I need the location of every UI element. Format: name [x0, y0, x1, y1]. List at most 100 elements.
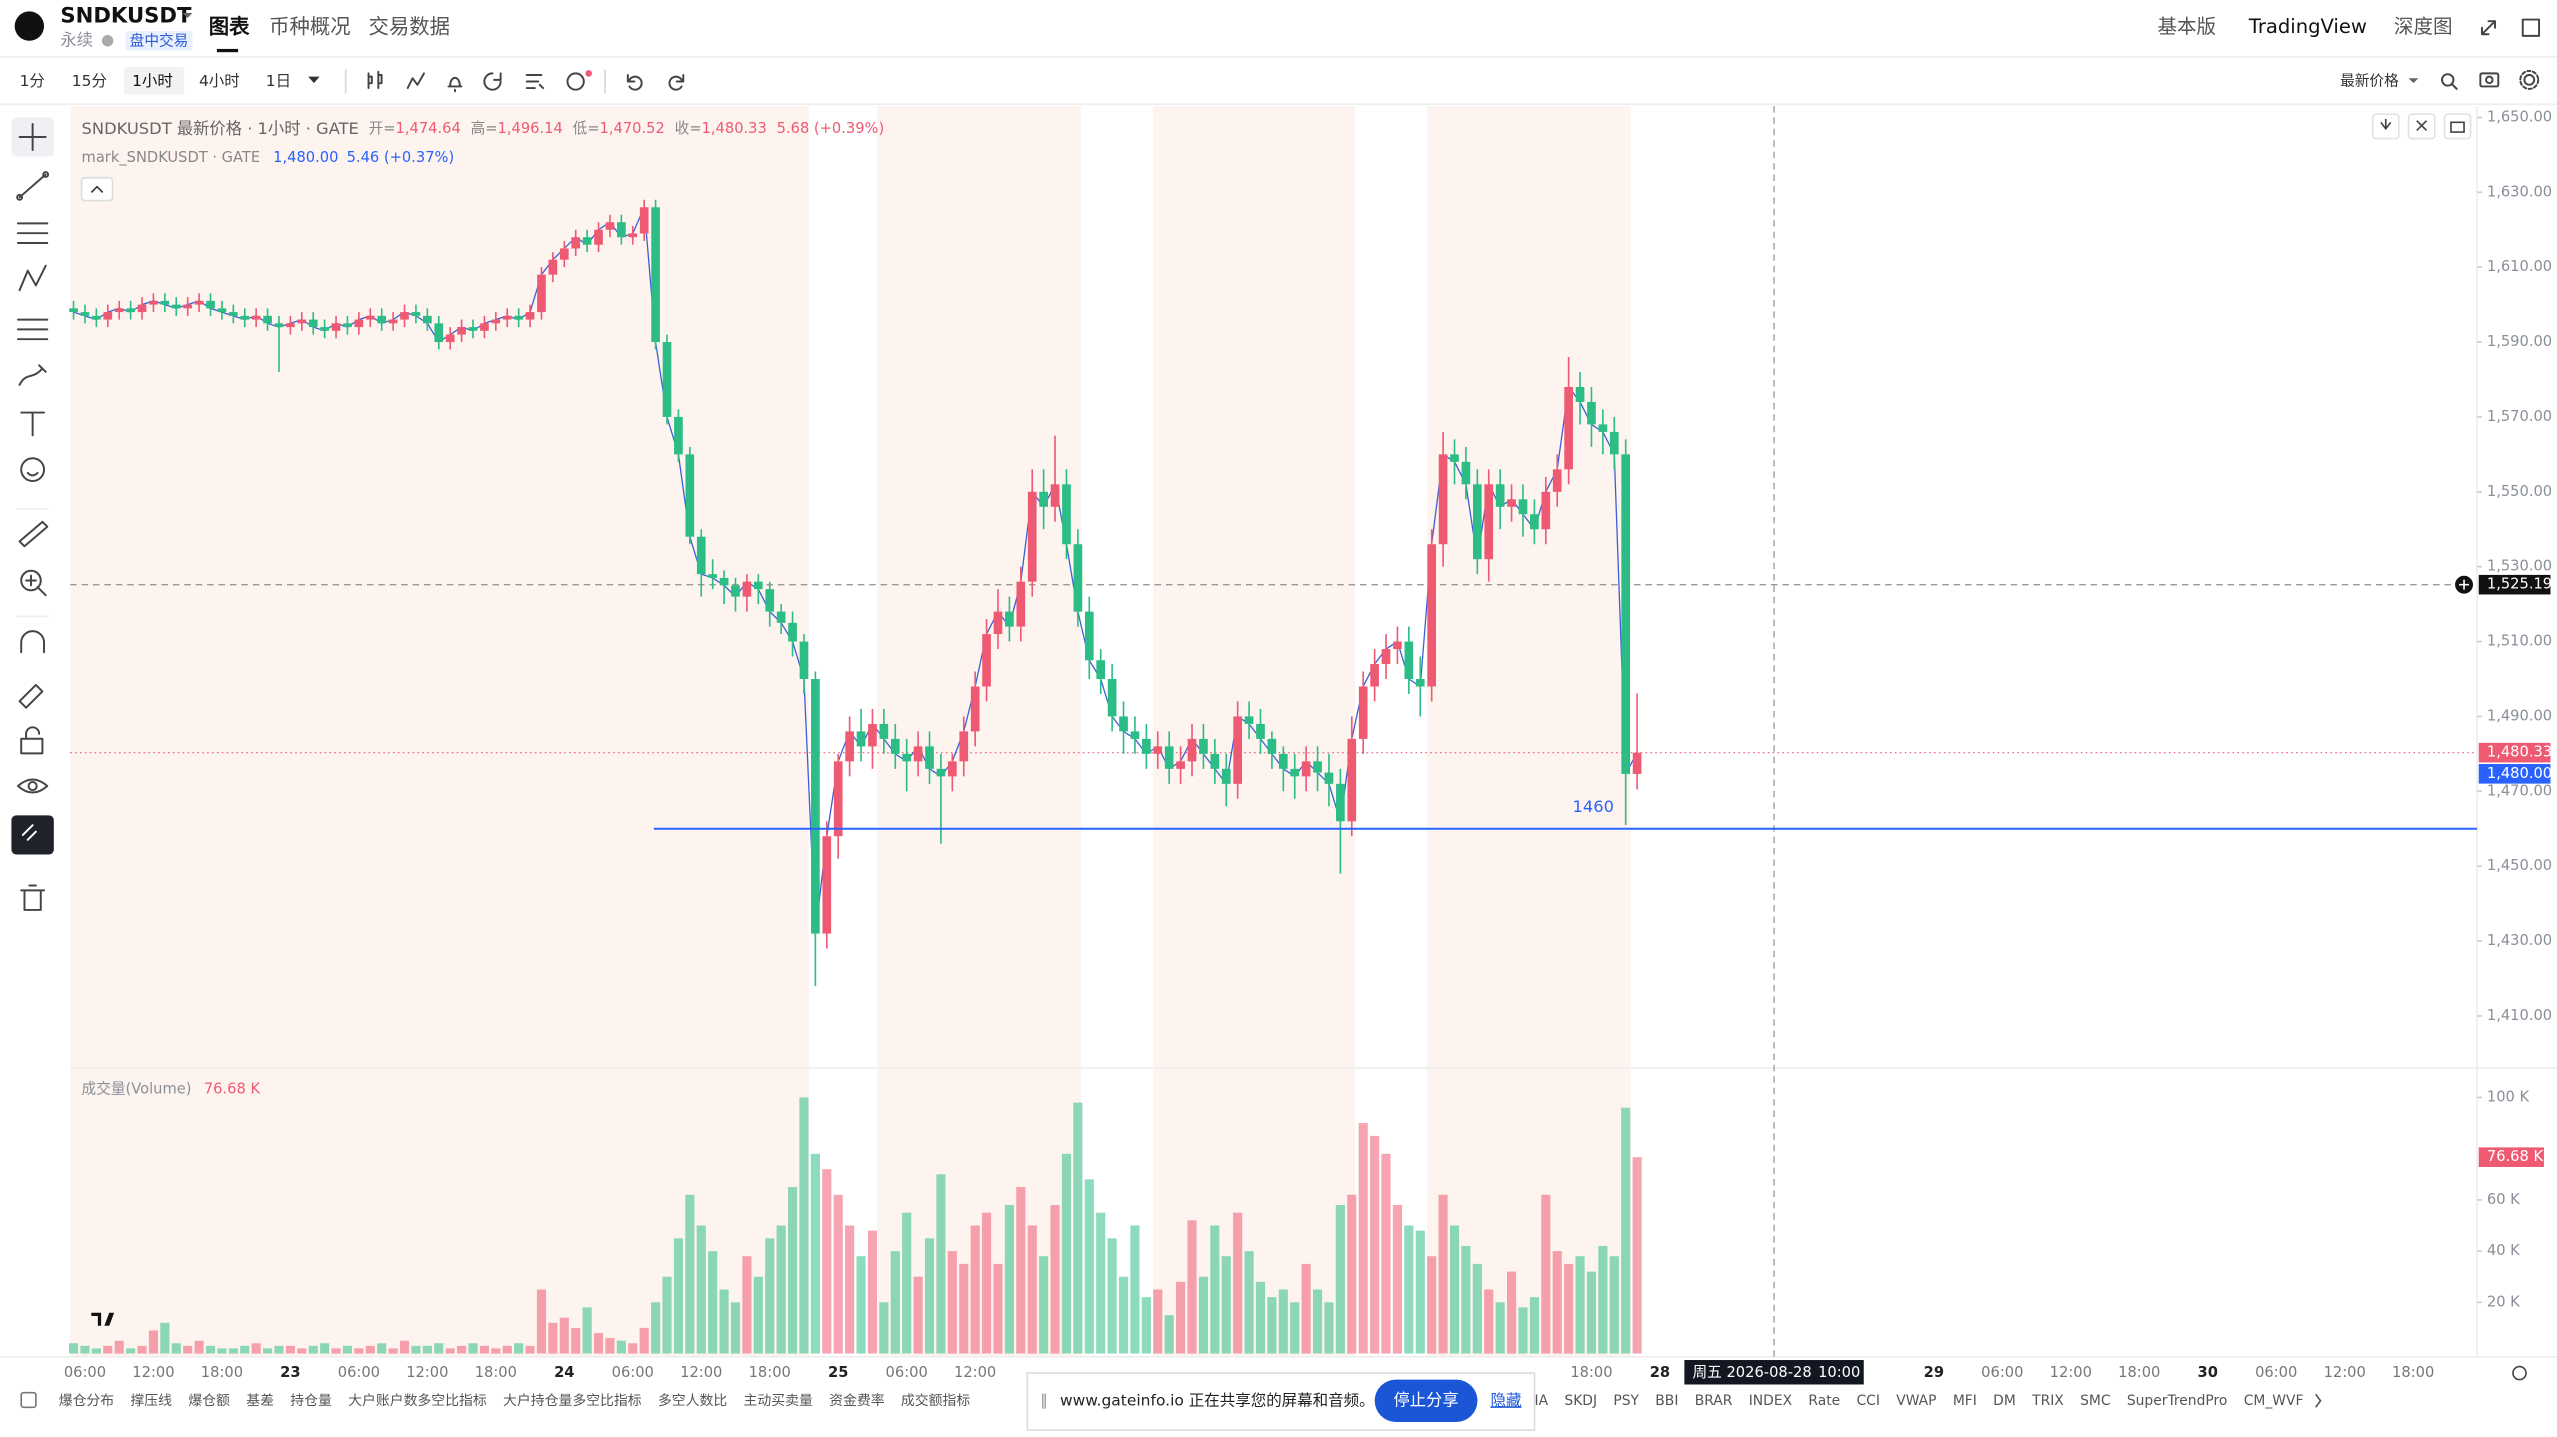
drawing-tools-part[interactable] — [20, 457, 46, 483]
drawing-tools-part[interactable] — [16, 222, 49, 244]
drawing-tools-part[interactable] — [18, 264, 47, 292]
symbol[interactable]: SNDKUSDT — [60, 2, 192, 27]
toolbar-icons[interactable] — [344, 69, 685, 94]
toolbar-icons-part[interactable] — [406, 72, 425, 90]
indicator-tab[interactable]: 成交额指标 — [901, 1392, 970, 1409]
volume-bar — [616, 1340, 626, 1354]
price-source-dropdown[interactable] — [2408, 78, 2419, 84]
dropdown[interactable] — [182, 13, 193, 18]
drawing-tools-part[interactable] — [21, 824, 37, 841]
toolbar-right-icons[interactable] — [2441, 69, 2540, 90]
interval[interactable]: 1日 — [266, 72, 291, 90]
indicator-tab[interactable]: CM_WVF — [2244, 1393, 2304, 1409]
toolbar-icons-part[interactable] — [367, 70, 383, 90]
indicator-tab[interactable]: DM — [1993, 1393, 2016, 1409]
indicator-tab[interactable]: 撑压线 — [130, 1393, 172, 1409]
drawing-tools-part[interactable] — [16, 193, 24, 201]
volume-bar — [1358, 1123, 1368, 1354]
drawing-tools-part[interactable] — [42, 171, 50, 178]
indicator-tab[interactable]: 爆仓额 — [188, 1393, 230, 1409]
view-tradingview[interactable]: TradingView — [2248, 15, 2367, 38]
price-source[interactable]: 最新价格 — [2340, 73, 2399, 90]
toolbar-icons-part[interactable] — [525, 74, 545, 90]
toolbar-right-icons-part[interactable] — [2485, 75, 2494, 85]
tab[interactable]: 图表 — [209, 15, 250, 39]
toolbar-right-icons-part[interactable] — [2441, 73, 2455, 87]
indicator-tab[interactable]: IA — [1535, 1393, 1549, 1409]
drawing-tools-part[interactable] — [20, 630, 46, 654]
collapse-button[interactable] — [80, 176, 114, 202]
stop-share-label[interactable]: 停止分享 — [1393, 1390, 1458, 1409]
toolbar-icons-part[interactable] — [566, 72, 585, 91]
drawing-tools-part[interactable] — [16, 778, 49, 794]
indicator-tab[interactable]: SuperTrendPro — [2127, 1393, 2228, 1409]
drawing-tools-part[interactable] — [26, 471, 39, 477]
interval[interactable]: 4小时 — [199, 72, 240, 90]
indicator-tab[interactable]: MFI — [1953, 1393, 1977, 1409]
tab[interactable]: 交易数据 — [369, 15, 451, 39]
drawing-tools-part[interactable] — [20, 737, 44, 755]
indicator-tab[interactable]: 爆仓分布 — [59, 1393, 115, 1409]
indicator-tab[interactable]: TRIX — [2031, 1393, 2064, 1409]
indicator-tab[interactable]: 资金费率 — [829, 1392, 885, 1409]
indicator-tab[interactable]: Rate — [1808, 1393, 1840, 1409]
toolbar-icons-part[interactable] — [626, 74, 643, 91]
legend: SNDKUSDT 最新价格 · 1小时 · GATE 开=1,474.64 高=1,… — [82, 118, 885, 137]
drawing-tools-part[interactable] — [18, 364, 47, 386]
expand-icon[interactable] — [2481, 20, 2497, 36]
indicator-tab[interactable]: 主动买卖量 — [744, 1393, 813, 1409]
drawing-tools-part[interactable] — [16, 318, 49, 341]
indicator-tab[interactable]: BRAR — [1695, 1393, 1733, 1409]
chart-button[interactable] — [2443, 113, 2472, 140]
indicator-tab[interactable]: 大户账户数多空比指标 — [348, 1392, 487, 1409]
interval[interactable]: 1小时 — [132, 72, 173, 90]
drawing-tools-part[interactable] — [25, 726, 41, 740]
drawing-tools[interactable] — [16, 122, 50, 911]
x-tick-label: 18:00 — [2118, 1364, 2160, 1381]
legend-change: 5.68 (+0.39%) — [777, 120, 885, 137]
interval-dropdown[interactable] — [308, 76, 320, 84]
indicator-icon[interactable] — [20, 1391, 37, 1409]
toolbar-icons-part[interactable] — [668, 74, 685, 91]
drawing-tools-part[interactable] — [20, 411, 46, 437]
drawing-tools-part[interactable] — [20, 569, 42, 592]
indicator-tab[interactable]: CCI — [1857, 1393, 1880, 1409]
view-basic[interactable]: 基本版 — [2157, 15, 2216, 38]
info-icon[interactable] — [101, 35, 114, 47]
indicator-tab[interactable]: INDEX — [1749, 1393, 1793, 1409]
volume-marker-label: 76.68 K — [2487, 1148, 2544, 1165]
drag-handle[interactable]: ‖ — [1040, 1392, 1047, 1409]
indicator-tab[interactable]: 基差 — [246, 1392, 274, 1409]
drawing-tools-part[interactable] — [18, 173, 47, 199]
toolbar-right-icons-part[interactable] — [2479, 72, 2500, 88]
indicator-tab[interactable]: BBI — [1655, 1393, 1678, 1409]
drawing-tools-part[interactable] — [20, 884, 46, 911]
indicator-tab[interactable]: SMC — [2080, 1393, 2110, 1409]
indicator-tab[interactable]: 持仓量 — [290, 1393, 332, 1409]
toolbar-icons-part[interactable] — [483, 72, 502, 91]
tab[interactable]: 币种概况 — [269, 15, 351, 39]
drawing-tools-part[interactable] — [27, 780, 38, 792]
indicator-tab[interactable]: SKDJ — [1564, 1393, 1597, 1409]
interval[interactable]: 1分 — [20, 72, 45, 90]
indicator-more[interactable] — [2314, 1393, 2322, 1408]
hide-link[interactable]: 隐藏 — [1490, 1391, 1521, 1409]
indicator-tab[interactable]: VWAP — [1896, 1393, 1936, 1409]
toolbar-right-icons-part[interactable] — [2523, 74, 2536, 86]
drawing-tools-part[interactable] — [25, 574, 47, 597]
drawing-tools-part[interactable] — [18, 520, 49, 548]
view-depth[interactable]: 深度图 — [2394, 15, 2453, 38]
fullscreen-icon[interactable] — [2521, 18, 2541, 37]
candle-body — [480, 323, 489, 331]
drawing-tools-part[interactable] — [18, 122, 47, 152]
indicator-tab[interactable]: 多空人数比 — [658, 1392, 727, 1409]
toolbar-icons-part[interactable] — [447, 76, 463, 93]
indicator-tab[interactable]: 大户持仓量多空比指标 — [503, 1392, 642, 1409]
interval[interactable]: 15分 — [72, 72, 107, 90]
stop-share-button[interactable] — [1374, 1379, 1478, 1422]
drawing-tools-part[interactable] — [18, 683, 44, 709]
indicator-tab[interactable]: PSY — [1613, 1393, 1639, 1409]
toolbar-right-icons-part[interactable] — [2451, 83, 2458, 90]
settings-icon[interactable] — [2512, 1365, 2527, 1381]
toolbar-right-icons-part[interactable] — [2519, 69, 2540, 90]
